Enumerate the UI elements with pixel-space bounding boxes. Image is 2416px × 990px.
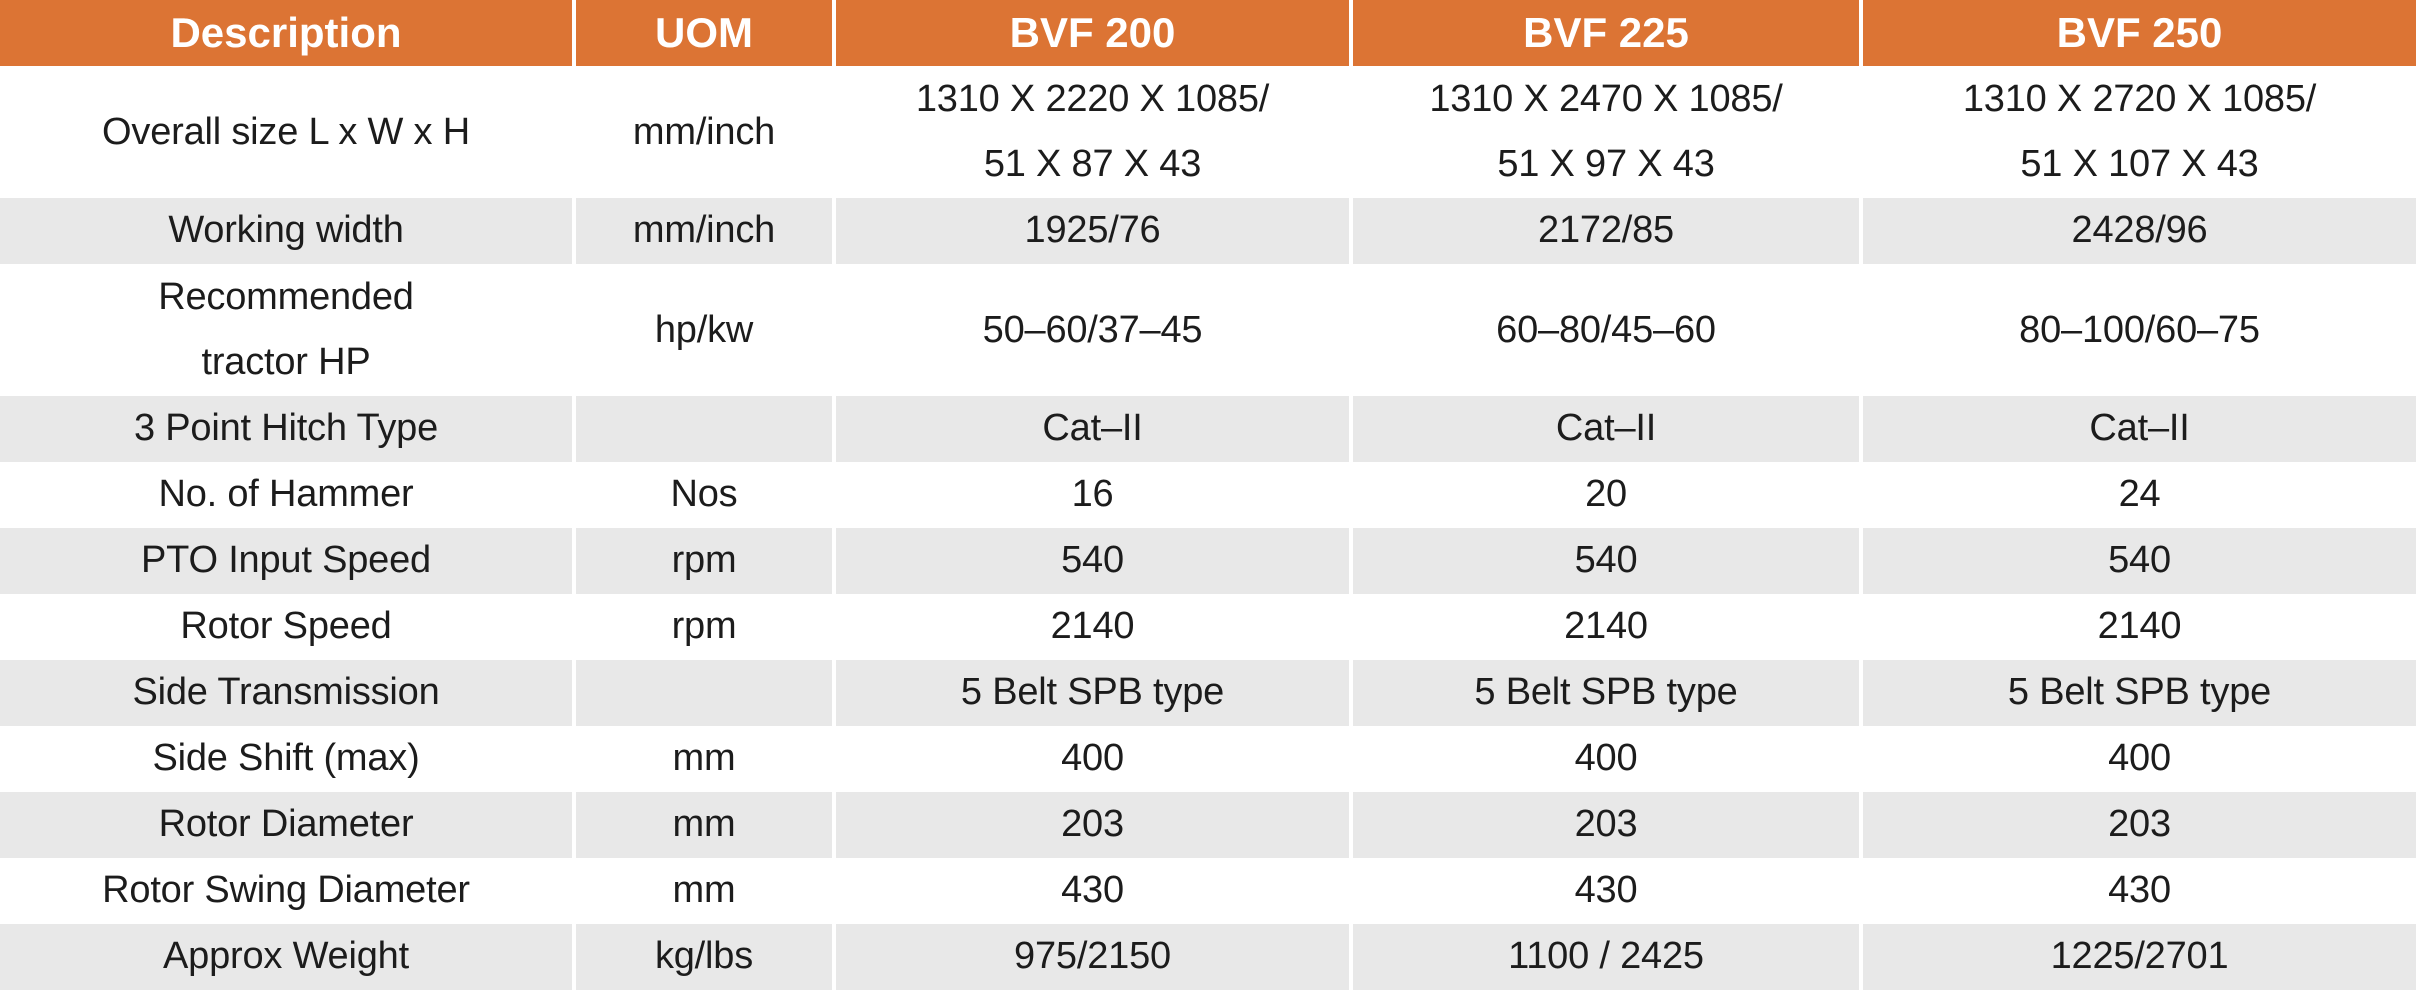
cell-description: 3 Point Hitch Type bbox=[0, 396, 572, 462]
cell-uom: hp/kw bbox=[572, 264, 832, 396]
cell-description: Rotor Swing Diameter bbox=[102, 869, 470, 912]
cell-uom: mm bbox=[572, 858, 832, 924]
cell-description: Rotor Diameter bbox=[0, 792, 572, 858]
table-row-no-of-hammer: No. of Hammer Nos 16 20 24 bbox=[0, 462, 2416, 528]
table-row-rotor-diameter: Rotor Diameter mm 203 203 203 bbox=[0, 792, 2416, 858]
table-row-overall-size: Overall size L x W x H mm/inch 1310 X 22… bbox=[0, 66, 2416, 198]
cell-bvf-200: 430 bbox=[832, 858, 1349, 924]
cell-bvf-225: 540 bbox=[1349, 528, 1859, 594]
cell-description: Working width bbox=[0, 198, 572, 264]
cell-bvf-250: 80–100/60–75 bbox=[1859, 264, 2416, 396]
cell-uom bbox=[572, 396, 832, 462]
cell-bvf-250: 1225/2701 bbox=[1859, 924, 2416, 990]
table-row-rotor-speed: Rotor Speed rpm 2140 2140 2140 bbox=[0, 594, 2416, 660]
cell-bvf-200: 5 Belt SPB type bbox=[832, 660, 1349, 726]
cell-bvf-225: 5 Belt SPB type bbox=[1349, 660, 1859, 726]
cell-bvf-225: 203 bbox=[1349, 792, 1859, 858]
table-row-recommended-tractor-hp: Recommended tractor HP hp/kw 50–60/37–45… bbox=[0, 264, 2416, 396]
cell-description: Approx Weight bbox=[0, 924, 572, 990]
column-header-bvf-200: BVF 200 bbox=[832, 0, 1349, 66]
cell-description: PTO Input Speed bbox=[0, 528, 572, 594]
cell-bvf-250: 400 bbox=[1859, 726, 2416, 792]
cell-bvf-250: 5 Belt SPB type bbox=[1859, 660, 2416, 726]
cell-bvf-250: 2140 bbox=[1859, 594, 2416, 660]
cell-bvf-250: 1310 X 2720 X 1085/ 51 X 107 X 43 bbox=[1859, 66, 2416, 198]
cell-description: Rotor Speed bbox=[180, 605, 392, 648]
cell-bvf-200: 1925/76 bbox=[832, 198, 1349, 264]
cell-uom: Nos bbox=[572, 462, 832, 528]
cell-bvf-200: 16 bbox=[832, 462, 1349, 528]
cell-bvf-225: 400 bbox=[1349, 726, 1859, 792]
cell-description: Recommended tractor HP bbox=[158, 276, 414, 383]
table-row-rotor-swing-diameter: Rotor Swing Diameter mm 430 430 430 bbox=[0, 858, 2416, 924]
cell-uom: mm/inch bbox=[572, 66, 832, 198]
cell-bvf-250: Cat–II bbox=[1859, 396, 2416, 462]
table-row-side-shift-max: Side Shift (max) mm 400 400 400 bbox=[0, 726, 2416, 792]
cell-bvf-225: 430 bbox=[1349, 858, 1859, 924]
table-row-3-point-hitch-type: 3 Point Hitch Type Cat–II Cat–II Cat–II bbox=[0, 396, 2416, 462]
cell-description: Side Shift (max) bbox=[152, 737, 420, 780]
cell-bvf-225: 2172/85 bbox=[1349, 198, 1859, 264]
column-header-uom: UOM bbox=[572, 0, 832, 66]
cell-bvf-200: 400 bbox=[832, 726, 1349, 792]
table-row-pto-input-speed: PTO Input Speed rpm 540 540 540 bbox=[0, 528, 2416, 594]
cell-bvf-225: 1310 X 2470 X 1085/ 51 X 97 X 43 bbox=[1349, 66, 1859, 198]
header-row: Description UOM BVF 200 BVF 225 BVF 250 bbox=[0, 0, 2416, 66]
cell-bvf-225: 60–80/45–60 bbox=[1349, 264, 1859, 396]
cell-uom: rpm bbox=[572, 528, 832, 594]
table-row-approx-weight: Approx Weight kg/lbs 975/2150 1100 / 242… bbox=[0, 924, 2416, 990]
cell-bvf-200: 1310 X 2220 X 1085/ 51 X 87 X 43 bbox=[832, 66, 1349, 198]
cell-uom: mm/inch bbox=[572, 198, 832, 264]
cell-bvf-225: Cat–II bbox=[1349, 396, 1859, 462]
cell-uom: rpm bbox=[572, 594, 832, 660]
cell-bvf-250: 430 bbox=[1859, 858, 2416, 924]
cell-uom: kg/lbs bbox=[572, 924, 832, 990]
cell-bvf-200: 975/2150 bbox=[832, 924, 1349, 990]
cell-bvf-200: Cat–II bbox=[832, 396, 1349, 462]
cell-bvf-225: 20 bbox=[1349, 462, 1859, 528]
table-row-working-width: Working width mm/inch 1925/76 2172/85 24… bbox=[0, 198, 2416, 264]
cell-description: Side Transmission bbox=[0, 660, 572, 726]
cell-uom: mm bbox=[572, 792, 832, 858]
column-header-description: Description bbox=[0, 0, 572, 66]
cell-uom: mm bbox=[572, 726, 832, 792]
column-header-bvf-250: BVF 250 bbox=[1859, 0, 2416, 66]
cell-bvf-200: 50–60/37–45 bbox=[832, 264, 1349, 396]
cell-uom bbox=[572, 660, 832, 726]
cell-bvf-225: 1100 / 2425 bbox=[1349, 924, 1859, 990]
cell-bvf-250: 203 bbox=[1859, 792, 2416, 858]
cell-bvf-200: 2140 bbox=[832, 594, 1349, 660]
cell-description: Overall size L x W x H bbox=[102, 110, 470, 153]
table-row-side-transmission: Side Transmission 5 Belt SPB type 5 Belt… bbox=[0, 660, 2416, 726]
cell-bvf-250: 24 bbox=[1859, 462, 2416, 528]
cell-description: No. of Hammer bbox=[158, 473, 414, 516]
cell-bvf-200: 203 bbox=[832, 792, 1349, 858]
cell-bvf-225: 2140 bbox=[1349, 594, 1859, 660]
cell-bvf-250: 540 bbox=[1859, 528, 2416, 594]
column-header-bvf-225: BVF 225 bbox=[1349, 0, 1859, 66]
cell-bvf-200: 540 bbox=[832, 528, 1349, 594]
cell-bvf-250: 2428/96 bbox=[1859, 198, 2416, 264]
